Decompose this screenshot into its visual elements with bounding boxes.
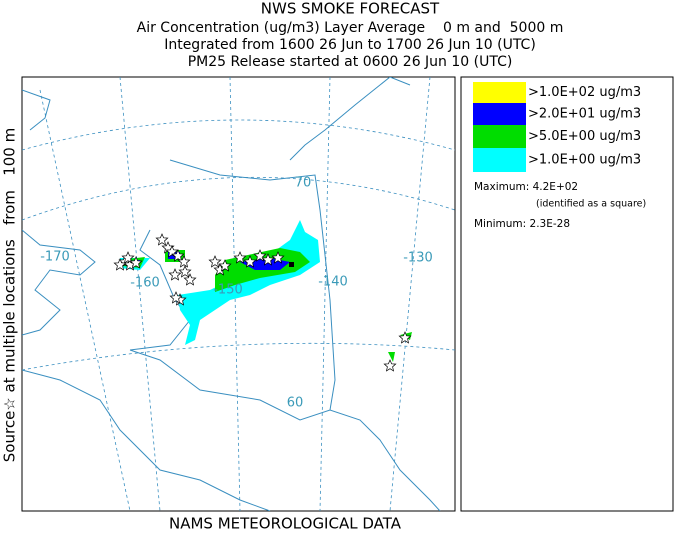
legend: Maximum: 4.2E+02 (identified as a square…	[460, 76, 674, 512]
map-label: -140	[318, 275, 348, 290]
source-star	[177, 255, 191, 268]
source-star	[168, 268, 182, 281]
legend-swatch	[473, 103, 526, 125]
subtitle: Integrated from 1600 26 Jun to 1700 26 J…	[164, 37, 536, 53]
side-label: Source☆ at multiple locations from 100 m	[1, 128, 19, 462]
legend-maximum: Maximum: 4.2E+02	[474, 181, 578, 193]
map-label: -160	[130, 276, 160, 291]
plume	[388, 332, 412, 362]
subtitle: PM25 Release started at 0600 26 Jun 10 (…	[188, 54, 513, 70]
source-star	[261, 253, 275, 266]
legend-swatch	[473, 125, 526, 148]
legend-label: >1.0E+02 ug/m3	[528, 85, 641, 100]
source-star	[383, 359, 397, 372]
source-star	[155, 233, 169, 246]
legend-swatch	[473, 82, 526, 103]
max-square	[289, 262, 294, 267]
source-star	[271, 251, 285, 264]
source-star	[178, 265, 192, 278]
subtitle: Air Concentration (ug/m3) Layer Average …	[137, 20, 564, 36]
map-label: -130	[403, 251, 433, 266]
source-star	[233, 251, 247, 264]
coastline	[22, 89, 441, 511]
legend-label: >2.0E+01 ug/m3	[528, 107, 641, 122]
source-star	[169, 291, 183, 304]
coastline	[289, 77, 411, 161]
footer: NAMS METEOROLOGICAL DATA	[169, 515, 402, 533]
title: NWS SMOKE FORECAST	[261, 0, 440, 18]
legend-note: (identified as a square)	[536, 199, 646, 210]
map-label: 60	[287, 396, 304, 411]
map: -170 -160 -150 -140 -130 70 60	[21, 76, 456, 512]
map-label: 70	[295, 176, 312, 191]
legend-swatch	[473, 148, 526, 172]
legend-label: >1.0E+00 ug/m3	[528, 153, 641, 168]
source-star	[121, 251, 135, 264]
source-star	[243, 255, 257, 268]
source-star	[398, 331, 412, 344]
legend-label: >5.0E+00 ug/m3	[528, 129, 641, 144]
legend-minimum: Minimum: 2.3E-28	[474, 218, 570, 230]
source-star	[129, 256, 143, 269]
source-star	[171, 249, 185, 262]
source-star	[183, 273, 197, 286]
source-star	[113, 258, 127, 271]
source-star	[208, 255, 222, 268]
plume	[118, 220, 320, 345]
map-label: -150	[213, 283, 243, 298]
source-star	[218, 259, 232, 272]
map-label: -170	[40, 250, 70, 265]
